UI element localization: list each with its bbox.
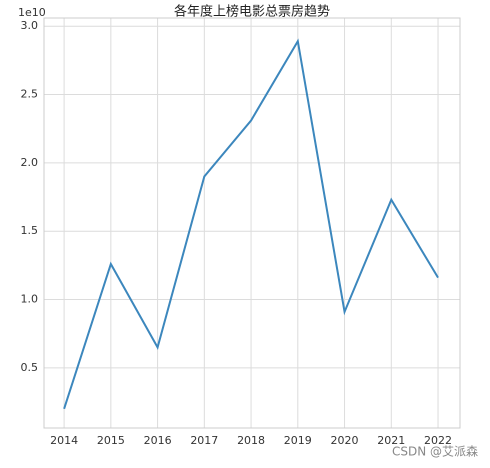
x-tick-label: 2014	[50, 434, 78, 447]
y-tick-label: 2.0	[21, 156, 39, 169]
x-tick-label: 2020	[331, 434, 359, 447]
chart-title: 各年度上榜电影总票房趋势	[174, 4, 330, 20]
watermark: CSDN @艾派森	[392, 444, 478, 459]
y-tick-label: 2.5	[21, 88, 39, 101]
x-tick-label: 2022	[424, 434, 452, 447]
x-tick-label: 2019	[284, 434, 312, 447]
y-tick-label: 3.0	[21, 19, 39, 32]
x-tick-label: 2021	[377, 434, 405, 447]
x-tick-label: 2017	[190, 434, 218, 447]
plot-frame	[43, 17, 461, 429]
x-tick-label: 2016	[144, 434, 172, 447]
y-tick-label: 1.5	[21, 224, 39, 237]
y-tick-label: 1.0	[21, 293, 39, 306]
data-line	[63, 38, 439, 410]
y-tick-label: 0.5	[21, 361, 39, 374]
y-offset-label: 1e10	[18, 6, 46, 19]
x-tick-label: 2015	[97, 434, 125, 447]
x-tick-label: 2018	[237, 434, 265, 447]
